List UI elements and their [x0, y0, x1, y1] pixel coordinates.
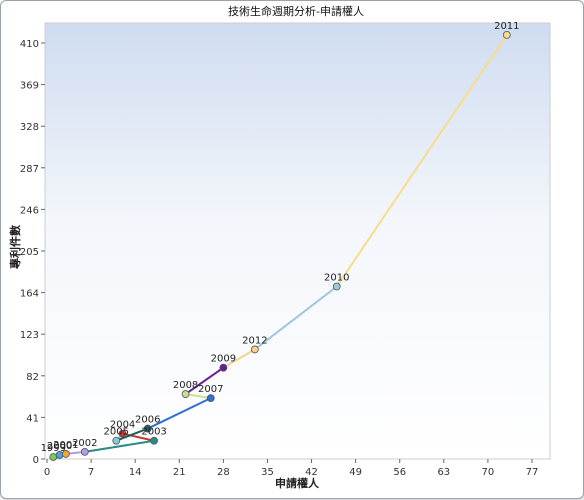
- point-label-2002: 2002: [72, 438, 97, 449]
- point-label-2010: 2010: [324, 273, 349, 284]
- point-label-2000: 2000: [47, 441, 72, 452]
- x-tick-label: 21: [173, 467, 186, 478]
- y-tick-label: 369: [20, 81, 39, 92]
- segment-2007-2008: [184, 393, 212, 400]
- x-tick-label: 77: [526, 467, 539, 478]
- segment-2002-2003: [83, 439, 156, 453]
- point-label-2003: 2003: [141, 427, 166, 438]
- chart-title: 技術生命週期分析-申請權人: [228, 4, 364, 18]
- x-tick-label: 28: [217, 467, 230, 478]
- x-tick-label: 42: [305, 467, 318, 478]
- y-tick-label: 328: [20, 122, 39, 133]
- y-tick-label: 123: [20, 330, 39, 341]
- y-tick-label: 41: [26, 413, 39, 424]
- point-label-2007: 2007: [198, 384, 223, 395]
- segment-2010-2011: [335, 33, 508, 288]
- point-label-2008: 2008: [173, 380, 198, 391]
- y-tick-label: 164: [20, 289, 39, 300]
- segment-2009-2012: [222, 348, 256, 369]
- y-tick-label: 246: [20, 205, 39, 216]
- point-2005[interactable]: [112, 436, 121, 445]
- point-2009[interactable]: [219, 363, 228, 372]
- y-axis-ticks: 0 41 82 123 164 205 246 287 328 369 410: [20, 39, 45, 466]
- point-label-2001: 2001: [53, 440, 78, 451]
- x-tick-label: 49: [349, 467, 362, 478]
- y-tick-label: 205: [20, 247, 39, 258]
- x-tick-label: 70: [482, 467, 495, 478]
- y-tick-label: 287: [20, 164, 39, 175]
- data-points: [49, 30, 511, 461]
- point-2007[interactable]: [206, 394, 215, 403]
- point-2006[interactable]: [143, 424, 152, 433]
- x-tick-label: 35: [261, 467, 274, 478]
- point-label-2009: 2009: [211, 354, 236, 365]
- point-label-2006: 2006: [135, 415, 160, 426]
- point-2002[interactable]: [80, 447, 89, 456]
- point-label-2005: 2005: [104, 427, 129, 438]
- x-tick-label: 14: [129, 467, 142, 478]
- y-tick-label: 82: [26, 372, 39, 383]
- point-2008[interactable]: [181, 390, 190, 398]
- x-tick-label: 63: [437, 467, 450, 478]
- plot-area: [44, 22, 551, 460]
- segment-2012-2010: [253, 285, 338, 351]
- point-2010[interactable]: [332, 282, 341, 291]
- segment-2005-2006: [115, 427, 149, 442]
- point-2003[interactable]: [150, 436, 158, 445]
- x-tick-label: 56: [393, 467, 406, 478]
- segment-2008-2009: [184, 366, 225, 396]
- x-axis-title: 申請權人: [275, 476, 320, 490]
- segment-2006-2007: [146, 397, 212, 430]
- y-tick-label: 0: [33, 455, 39, 466]
- point-2004[interactable]: [118, 429, 127, 438]
- point-label-2012: 2012: [242, 335, 267, 346]
- y-tick-label: 410: [20, 39, 39, 50]
- point-label-2004: 2004: [110, 420, 135, 431]
- x-tick-label: 7: [88, 467, 94, 478]
- x-tick-label: 0: [44, 467, 50, 478]
- point-2011[interactable]: [502, 30, 511, 39]
- point-2001[interactable]: [61, 450, 70, 458]
- x-axis-ticks: 0 7 14 21 28 35 42 49 56 63 70 77: [44, 459, 539, 478]
- y-axis-title: 專利件數: [8, 225, 22, 269]
- point-label-1999: 1999: [41, 443, 66, 454]
- point-label-2011: 2011: [494, 21, 519, 32]
- point-2012[interactable]: [250, 345, 259, 354]
- segment-2003-2004: [121, 432, 156, 442]
